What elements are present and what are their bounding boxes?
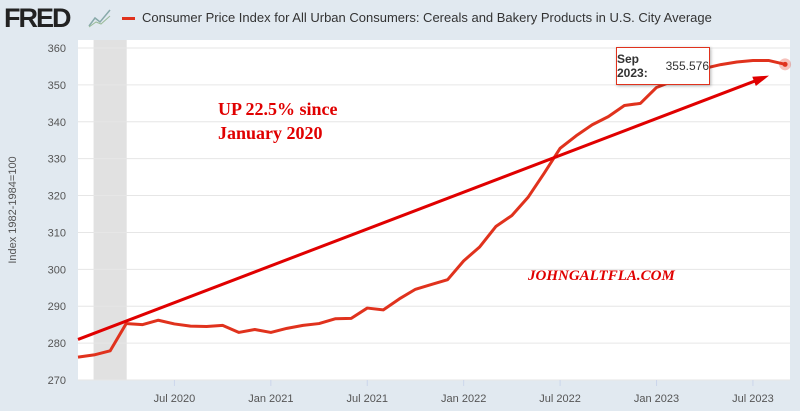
trend-arrow-line xyxy=(77,77,762,341)
x-tick-label: Jul 2020 xyxy=(154,393,196,405)
plot-background xyxy=(78,40,790,380)
x-tick-label: Jul 2023 xyxy=(732,393,774,405)
x-tick-label: Jan 2021 xyxy=(248,393,293,405)
y-tick-label: 270 xyxy=(48,375,66,387)
x-tick-label: Jan 2022 xyxy=(441,393,486,405)
tooltip: Sep 2023: 355.576 xyxy=(616,47,710,85)
tooltip-date: Sep 2023: xyxy=(617,52,648,80)
x-tick-label: Jul 2021 xyxy=(346,393,388,405)
y-tick-label: 340 xyxy=(48,117,66,129)
y-tick-label: 300 xyxy=(48,264,66,276)
x-tick-label: Jan 2023 xyxy=(634,393,679,405)
y-tick-label: 280 xyxy=(48,338,66,350)
chart-title[interactable]: Consumer Price Index for All Urban Consu… xyxy=(142,10,712,25)
y-tick-label: 330 xyxy=(48,154,66,166)
y-tick-label: 290 xyxy=(48,301,66,313)
legend-swatch xyxy=(122,17,135,20)
y-tick-label: 350 xyxy=(48,80,66,92)
fred-logo[interactable]: FRED xyxy=(4,3,71,33)
headline-line-1: UP 22.5% since xyxy=(218,99,338,119)
watermark-text: JOHNGALTFLA.COM xyxy=(528,268,675,284)
chart-line-icon xyxy=(88,9,111,28)
y-tick-label: 360 xyxy=(48,43,66,55)
trend-arrow-head xyxy=(752,75,770,87)
y-axis-label: Index 1982-1984=100 xyxy=(7,156,19,263)
y-tick-label: 320 xyxy=(48,191,66,203)
headline-annotation: UP 22.5% since January 2020 xyxy=(218,97,338,145)
x-tick-label: Jul 2022 xyxy=(539,393,581,405)
tooltip-value: 355.576 xyxy=(665,59,709,73)
y-tick-label: 310 xyxy=(48,227,66,239)
headline-line-2: January 2020 xyxy=(218,123,323,143)
data-point-marker xyxy=(782,61,788,67)
chart-header: FRED Consumer Price Index for All Urban … xyxy=(0,0,800,36)
